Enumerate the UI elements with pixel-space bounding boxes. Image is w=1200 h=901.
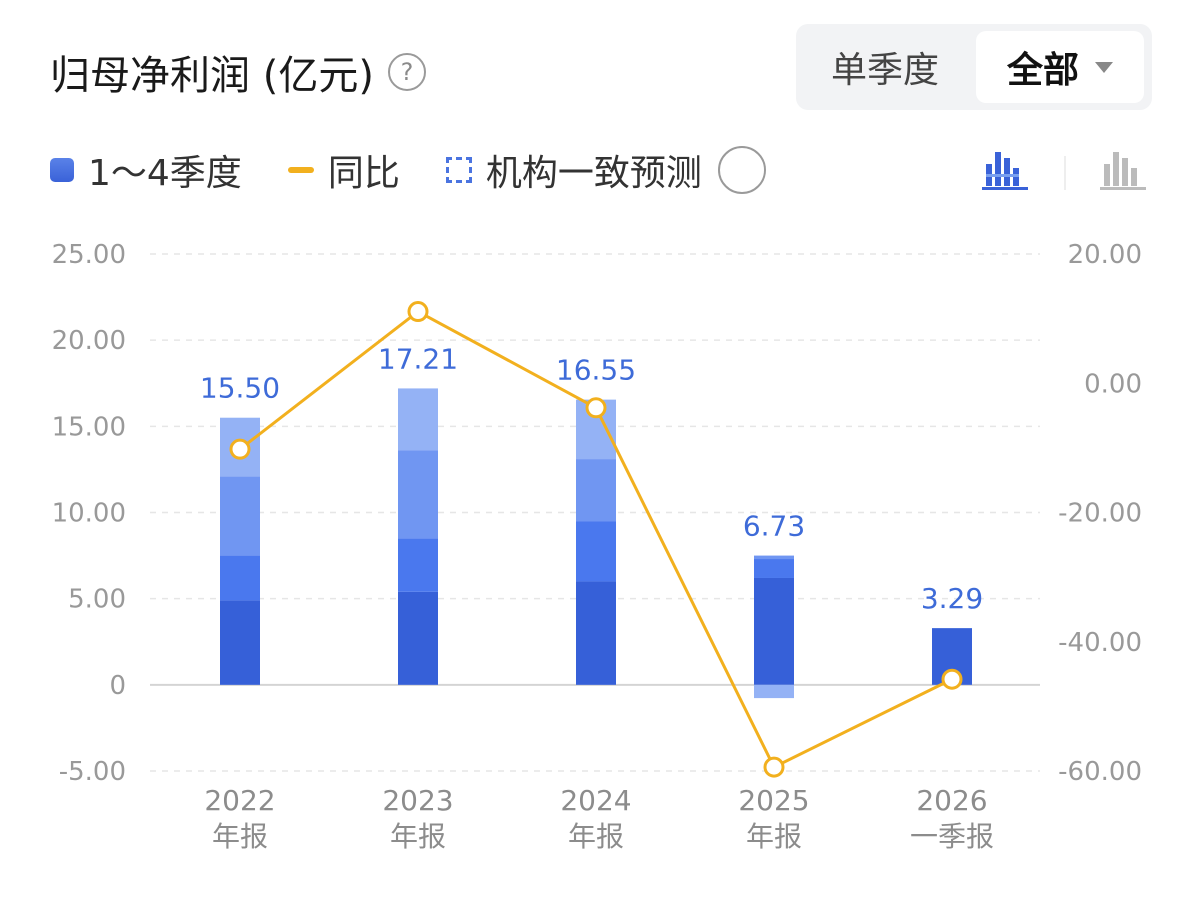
y-left-tick-label: 5.00	[68, 585, 126, 615]
data-label: 15.50	[200, 372, 280, 405]
bar-chart-icon[interactable]	[980, 148, 1030, 192]
bar-segment-q1[interactable]	[398, 591, 438, 685]
y-right-tick-label: -40.00	[1058, 628, 1142, 658]
title-text: 归母净利润 (亿元)	[50, 53, 374, 99]
bar-segment-q2[interactable]	[754, 559, 794, 578]
yoy-point[interactable]	[585, 397, 607, 419]
legend-label-quarters: 1～4季度	[88, 153, 242, 194]
yoy-point[interactable]	[229, 438, 251, 460]
help-icon[interactable]: ?	[387, 53, 426, 91]
x-tick-label-period: 年报	[568, 820, 624, 853]
legend-swatch-yoy	[287, 167, 314, 173]
bar-segment-q3[interactable]	[398, 450, 438, 539]
bar-segment-q2[interactable]	[398, 538, 438, 592]
bar-segment-q1[interactable]	[220, 600, 260, 685]
legend-swatch-forecast	[445, 157, 472, 183]
bar-segment-q3[interactable]	[754, 555, 794, 560]
period-switch[interactable]: 单季度 全部	[796, 24, 1152, 110]
legend-swatch-quarters	[50, 158, 74, 182]
bar-segment-q1[interactable]	[576, 581, 616, 685]
chart-title: 归母净利润 (亿元) ?	[50, 40, 426, 104]
x-tick-label-period: 一季报	[910, 820, 994, 853]
data-label: 3.29	[921, 582, 983, 615]
bar-segment-q3[interactable]	[220, 476, 260, 556]
yoy-point[interactable]	[763, 756, 785, 778]
data-label: 6.73	[743, 510, 805, 543]
icon-separator	[1064, 156, 1066, 190]
legend-label-yoy: 同比	[327, 153, 400, 194]
legend-item-quarters[interactable]: 1～4季度	[50, 144, 242, 196]
x-tick-label-period: 年报	[212, 820, 268, 853]
bar-segment-q1[interactable]	[754, 577, 794, 685]
bar-segment-q2[interactable]	[220, 555, 260, 601]
y-left-tick-label: 15.00	[52, 412, 126, 442]
legend: 1～4季度 同比 机构一致预测	[50, 140, 766, 200]
y-left-tick-label: 25.00	[52, 240, 126, 270]
data-label: 17.21	[378, 342, 458, 375]
bar-chart-icon[interactable]	[1098, 148, 1148, 192]
all-label: 全部	[1006, 50, 1079, 91]
y-right-tick-label: -60.00	[1058, 757, 1142, 787]
y-right-tick-label: -20.00	[1058, 499, 1142, 529]
single-quarter-tab[interactable]: 单季度	[830, 50, 939, 91]
data-label: 16.55	[556, 354, 636, 387]
bar-segment-q4[interactable]	[754, 684, 794, 699]
y-right-tick-label: 0.00	[1084, 369, 1142, 399]
yoy-point[interactable]	[941, 668, 963, 690]
x-tick-label-year: 2023	[382, 784, 453, 817]
forecast-toggle[interactable]	[717, 146, 766, 194]
y-left-tick-label: 20.00	[52, 326, 126, 356]
yoy-point[interactable]	[407, 301, 429, 323]
x-tick-label-year: 2026	[916, 784, 987, 817]
bar-segment-q2[interactable]	[576, 521, 616, 582]
bar-segment-q3[interactable]	[576, 459, 616, 522]
x-tick-label-year: 2022	[204, 784, 275, 817]
all-dropdown[interactable]: 全部	[976, 31, 1144, 103]
y-left-tick-label: 10.00	[52, 499, 126, 529]
x-tick-label-period: 年报	[746, 820, 802, 853]
y-left-tick-label: 0	[109, 671, 126, 701]
legend-item-forecast: 机构一致预测	[445, 144, 766, 196]
x-tick-label-year: 2024	[560, 784, 631, 817]
y-right-tick-label: 20.00	[1068, 240, 1142, 270]
x-tick-label-period: 年报	[390, 820, 446, 853]
legend-item-yoy[interactable]: 同比	[287, 144, 400, 196]
caret-down-icon	[1095, 61, 1113, 73]
bar-segment-q4[interactable]	[398, 388, 438, 451]
legend-label-forecast: 机构一致预测	[485, 153, 702, 194]
x-tick-label-year: 2025	[738, 784, 809, 817]
y-left-tick-label: -5.00	[59, 757, 126, 787]
